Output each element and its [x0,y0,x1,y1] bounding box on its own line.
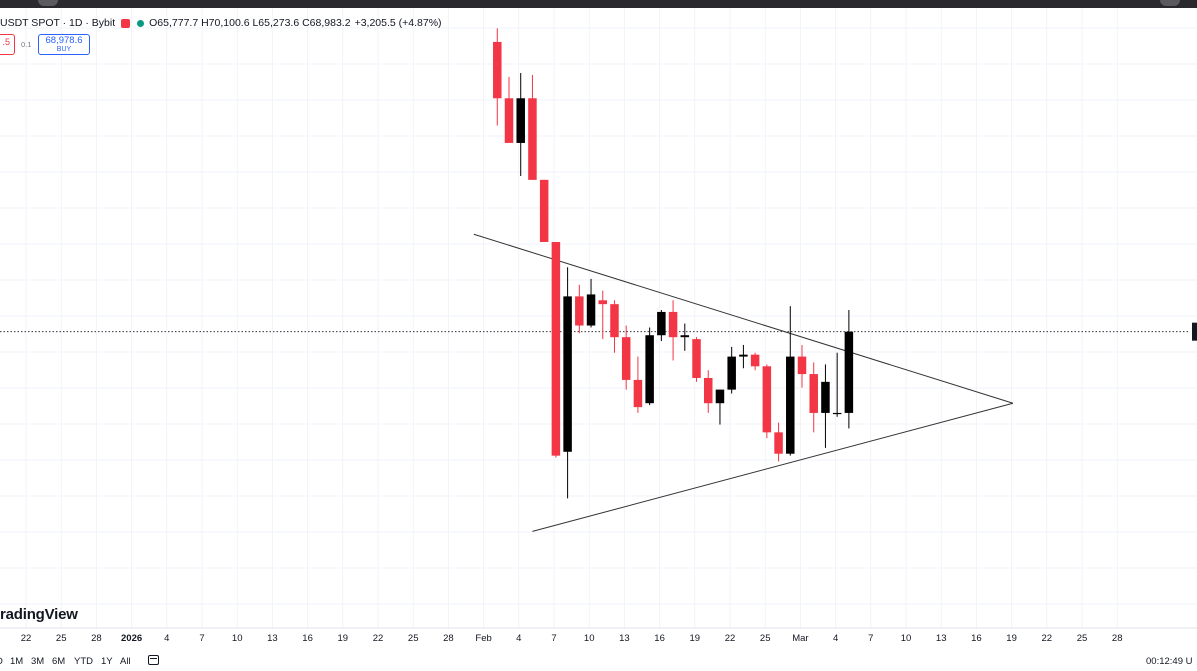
sell-button[interactable]: .5 [0,34,15,55]
price-label-tag [1192,322,1197,341]
candle-body [703,377,713,404]
range-1d-button[interactable]: D [0,656,3,667]
candle-body [668,311,678,338]
x-tick-label: 16 [971,633,982,644]
x-tick-label: 28 [91,633,102,644]
symbol-title[interactable]: USDT SPOT · 1D · Bybit [0,17,116,29]
buy-button[interactable]: 68,978.6 BUY [38,34,90,55]
x-tick-label: 19 [338,633,349,644]
range-6m-button[interactable]: 6M [52,656,66,667]
x-tick-label: 13 [936,633,947,644]
symbol-legend: USDT SPOT · 1D · Bybit O65,777.7 H70,100… [0,16,442,30]
x-tick-label: 7 [199,633,204,644]
candle-body [586,294,596,326]
bottom-toolbar: D 1M 3M 6M YTD 1Y All 00:12:49 U [0,651,1197,671]
x-tick-label: 2026 [121,633,142,644]
buy-label: BUY [56,46,72,53]
x-tick-label: 25 [760,633,771,644]
candle-body [575,296,584,326]
x-tick-label: 25 [1077,633,1088,644]
candle-body [657,311,666,336]
tradingview-logo: radingView [0,606,78,623]
candle-body [504,98,514,143]
x-tick-label: 10 [232,633,243,644]
candle-body [621,337,631,380]
x-tick-label: 28 [1112,633,1123,644]
candle-body [680,335,690,338]
candle-body [844,331,854,413]
top-bar-control[interactable] [38,0,58,6]
top-bar-control-right[interactable] [1160,0,1180,6]
x-tick-label: 22 [373,633,384,644]
candle-body [539,179,549,242]
candle-body [645,335,654,404]
candle-body [692,339,701,378]
x-tick-label: Feb [475,633,491,644]
x-tick-label: 19 [690,633,701,644]
candle-body [516,98,525,143]
x-tick-label: 7 [868,633,873,644]
candle-body [739,354,748,357]
candle-body [610,304,619,338]
candle-body [598,300,608,305]
range-1m-button[interactable]: 1M [10,656,24,667]
x-tick-label: 19 [1006,633,1017,644]
clock-readout[interactable]: 00:12:49 U [1146,656,1193,667]
candle-body [563,296,572,452]
range-all-button[interactable]: All [120,656,131,667]
x-tick-label: 4 [516,633,521,644]
range-1y-button[interactable]: 1Y [101,656,113,667]
x-tick-label: 10 [584,633,595,644]
x-tick-label: 25 [56,633,67,644]
x-tick-label: 10 [901,633,912,644]
candle-body [809,374,818,413]
candle-body [493,41,502,99]
x-tick-label: 22 [1042,633,1053,644]
x-tick-label: 22 [21,633,32,644]
range-ytd-button[interactable]: YTD [74,656,93,667]
candle-body [750,354,760,367]
change-value: +3,205.5 (+4.87%) [354,17,442,29]
browser-top-bar [0,0,1197,8]
sell-price: .5 [2,37,10,47]
candle-body [797,356,807,375]
x-tick-label: 16 [654,633,665,644]
market-status-dot-icon [137,19,145,27]
candle-body [715,389,725,404]
x-tick-label: 16 [302,633,313,644]
trendline-lower [532,402,1014,532]
ohlc-values: O65,777.7 H70,100.6 L65,273.6 C68,983.2 [149,17,351,29]
x-tick-label: Mar [792,633,808,644]
x-tick-label: 22 [725,633,736,644]
candle-body [821,381,830,413]
range-3m-button[interactable]: 3M [31,656,45,667]
candle-body [786,356,795,454]
buy-price: 68,978.6 [45,35,83,46]
x-tick-label: 13 [267,633,278,644]
alert-bell-icon[interactable] [121,18,131,28]
x-tick-label: 25 [408,633,419,644]
trendline-upper [473,233,1014,404]
candle-body [528,98,537,180]
candle-body [774,432,783,454]
candle-body [551,242,561,456]
x-tick-label: 13 [619,633,630,644]
spread-value: 0.1 [21,40,32,49]
candle-body [762,366,772,433]
x-tick-label: 7 [551,633,556,644]
x-tick-label: 4 [833,633,838,644]
candle-body [633,379,643,408]
candle-body [727,356,736,390]
x-tick-label: 28 [443,633,454,644]
calendar-icon[interactable] [148,655,159,665]
candle-body [832,412,842,415]
x-tick-label: 4 [164,633,169,644]
